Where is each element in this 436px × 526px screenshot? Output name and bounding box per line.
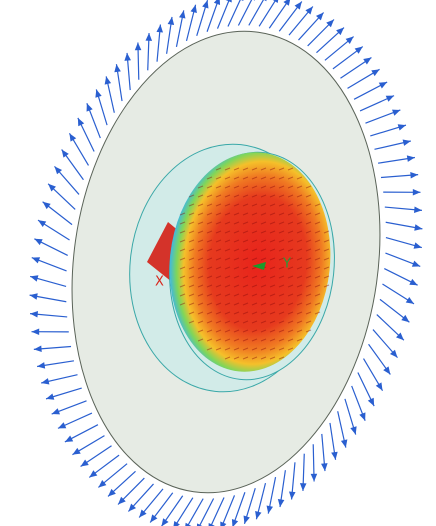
arrow-head xyxy=(202,0,208,8)
load-arrow xyxy=(228,0,244,27)
arrow-head xyxy=(295,2,302,10)
load-arrow xyxy=(185,499,203,526)
load-arrow xyxy=(238,0,255,25)
arrow-head xyxy=(37,362,45,369)
arrow-head xyxy=(412,261,420,267)
arrow-head xyxy=(407,155,415,162)
arrow-head xyxy=(300,483,307,491)
arrow-head xyxy=(34,345,42,352)
load-arrow xyxy=(259,0,279,26)
arrow-head xyxy=(145,33,152,41)
arrow-head xyxy=(406,297,414,304)
arrow-head xyxy=(244,516,250,524)
arrow-head xyxy=(89,470,97,477)
arrow-head xyxy=(363,57,371,64)
arrow-head xyxy=(272,0,279,3)
arrow-head xyxy=(31,328,39,335)
arrow-head xyxy=(191,5,197,13)
arrow-head xyxy=(278,499,285,507)
arrow-head xyxy=(150,514,157,522)
arrow-head xyxy=(401,315,409,322)
arrow-head xyxy=(283,0,290,6)
arrow-head xyxy=(383,366,390,374)
load-arrow xyxy=(208,497,224,526)
arrow-head xyxy=(376,382,383,390)
arrow-head xyxy=(414,242,422,248)
arrow-head xyxy=(32,257,40,263)
arrow-head xyxy=(392,110,400,116)
arrow-head xyxy=(30,293,38,299)
arrow-head xyxy=(135,43,142,51)
arrow-head xyxy=(95,89,101,97)
y-axis-label: Y xyxy=(282,257,291,272)
arrow-head xyxy=(371,69,379,76)
arrow-head xyxy=(105,76,111,84)
arrow-head xyxy=(62,150,69,158)
arrow-head xyxy=(311,474,318,482)
arrow-head xyxy=(410,172,418,179)
arrow-head xyxy=(43,202,51,209)
arrow-head xyxy=(46,393,54,399)
page: {"axes": {"x": "X", "y": "Y"}} Y X (() =… xyxy=(0,0,436,526)
arrow-head xyxy=(413,189,421,196)
arrow-head xyxy=(114,64,121,72)
arrow-head xyxy=(414,224,422,230)
arrow-head xyxy=(255,511,261,519)
arrow-head xyxy=(72,448,80,455)
arrow-head xyxy=(87,103,93,111)
arrow-head xyxy=(261,0,268,1)
x-axis-label: X xyxy=(155,275,164,290)
arrow-head xyxy=(161,518,168,526)
viewport: Y X xyxy=(0,0,436,526)
arrow-head xyxy=(38,220,46,227)
arrow-head xyxy=(355,47,363,54)
arrow-head xyxy=(341,439,347,447)
arrow-head xyxy=(359,412,365,420)
arrow-head xyxy=(168,17,175,25)
arrow-head xyxy=(249,0,255,1)
load-arrow xyxy=(249,0,267,25)
load-arrow xyxy=(197,499,214,526)
arrow-head xyxy=(331,452,338,460)
arrow-head xyxy=(267,505,273,513)
arrow-head xyxy=(41,378,49,384)
arrow-head xyxy=(30,275,38,281)
arrow-head xyxy=(398,124,406,130)
arrow-head xyxy=(69,133,76,141)
arrow-head xyxy=(179,10,185,18)
arrow-head xyxy=(173,521,180,526)
arrow-head xyxy=(350,426,356,434)
arrow-head xyxy=(52,408,60,414)
arrow-head xyxy=(81,460,89,467)
arrow-head xyxy=(403,139,411,145)
